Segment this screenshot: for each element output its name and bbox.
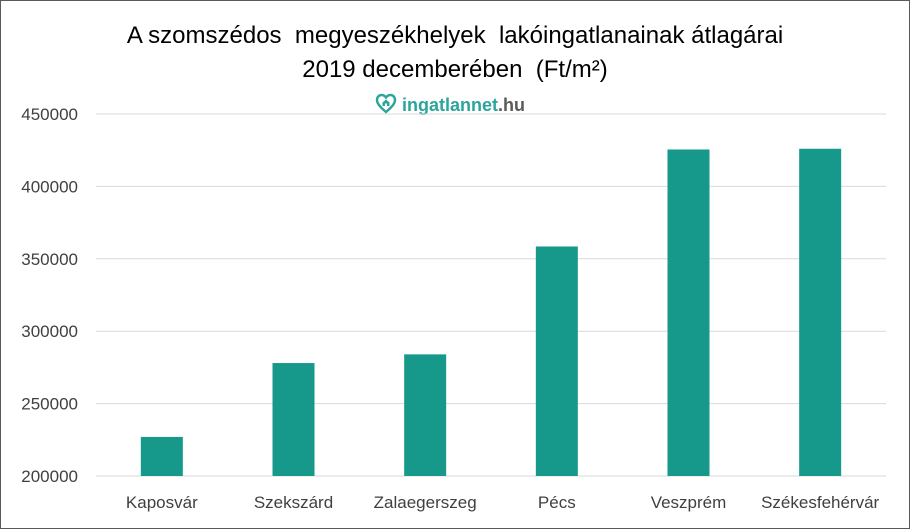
logo-name: ingatlannet xyxy=(402,94,499,115)
y-tick-label: 250000 xyxy=(21,395,78,414)
x-category-label: Székesfehérvár xyxy=(761,493,879,512)
bar-veszprém xyxy=(667,149,710,476)
y-tick-label: 350000 xyxy=(21,250,78,269)
gridlines xyxy=(96,113,886,477)
x-category-label: Kaposvár xyxy=(126,493,198,512)
house-heart-icon xyxy=(374,91,398,120)
bars xyxy=(140,148,842,476)
bar-kaposvár xyxy=(140,436,183,476)
y-axis-ticks: 200000 250000 300000 350000 400000 450000 xyxy=(21,105,78,486)
x-category-label: Zalaegerszeg xyxy=(374,493,477,512)
logo-domain: .hu xyxy=(498,94,526,115)
chart-subtitle: 2019 decemberében (Ft/m²) xyxy=(302,56,608,83)
bar-zalaegerszeg xyxy=(404,354,447,476)
y-tick-label: 450000 xyxy=(21,105,78,124)
bar-szekszárd xyxy=(272,363,315,476)
x-axis-labels: Kaposvár Szekszárd Zalaegerszeg Pécs Veszpré… xyxy=(126,493,880,512)
bar-székesfehérvár xyxy=(799,148,842,476)
y-tick-label: 400000 xyxy=(21,177,78,196)
x-category-label: Veszprém xyxy=(651,493,727,512)
y-tick-label: 300000 xyxy=(21,322,78,341)
x-category-label: Szekszárd xyxy=(254,493,333,512)
chart-title: A szomszédos megyeszékhelyek lakóingatla… xyxy=(126,22,784,49)
x-category-label: Pécs xyxy=(538,493,576,512)
y-tick-label: 200000 xyxy=(21,467,78,486)
ingatlannet-logo: ingatlannet .hu xyxy=(374,92,525,118)
bar-pécs xyxy=(535,246,578,476)
